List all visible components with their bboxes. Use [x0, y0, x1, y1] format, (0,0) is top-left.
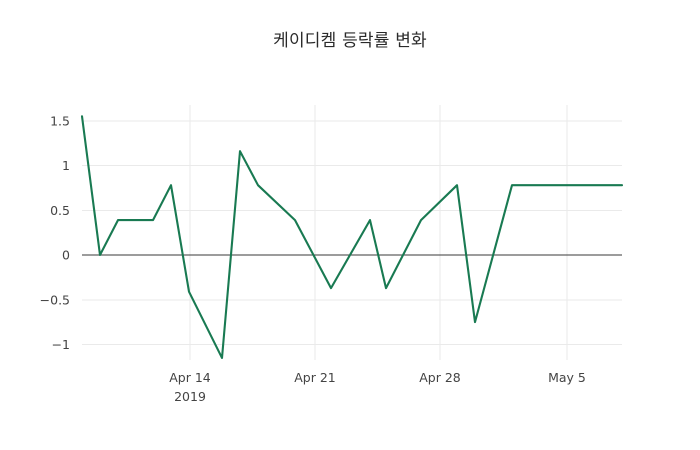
x-axis-tick-labels: Apr 14 2019 Apr 21 Apr 28 May 5: [169, 370, 586, 404]
y-tick-label: 0: [62, 248, 70, 263]
x-tick-label: Apr 14: [169, 370, 211, 385]
y-gridlines: [82, 120, 622, 345]
y-tick-label: −0.5: [40, 292, 70, 307]
series-polyline: [80, 115, 624, 359]
x-tick-sublabel: 2019: [174, 389, 206, 404]
data-series-line: [80, 115, 624, 359]
y-tick-label: 0.5: [50, 203, 70, 218]
y-axis-tick-labels: 1.5 1 0.5 0 −0.5 −1: [40, 113, 70, 352]
y-tick-label: 1: [62, 158, 70, 173]
y-tick-label: −1: [52, 337, 70, 352]
x-tick-label: May 5: [548, 370, 586, 385]
chart-title: 케이디켐 등락률 변화: [273, 31, 427, 51]
x-gridlines: [189, 105, 568, 360]
x-tick-label: Apr 28: [419, 370, 461, 385]
y-tick-label: 1.5: [50, 113, 70, 128]
x-tick-label: Apr 21: [294, 370, 336, 385]
